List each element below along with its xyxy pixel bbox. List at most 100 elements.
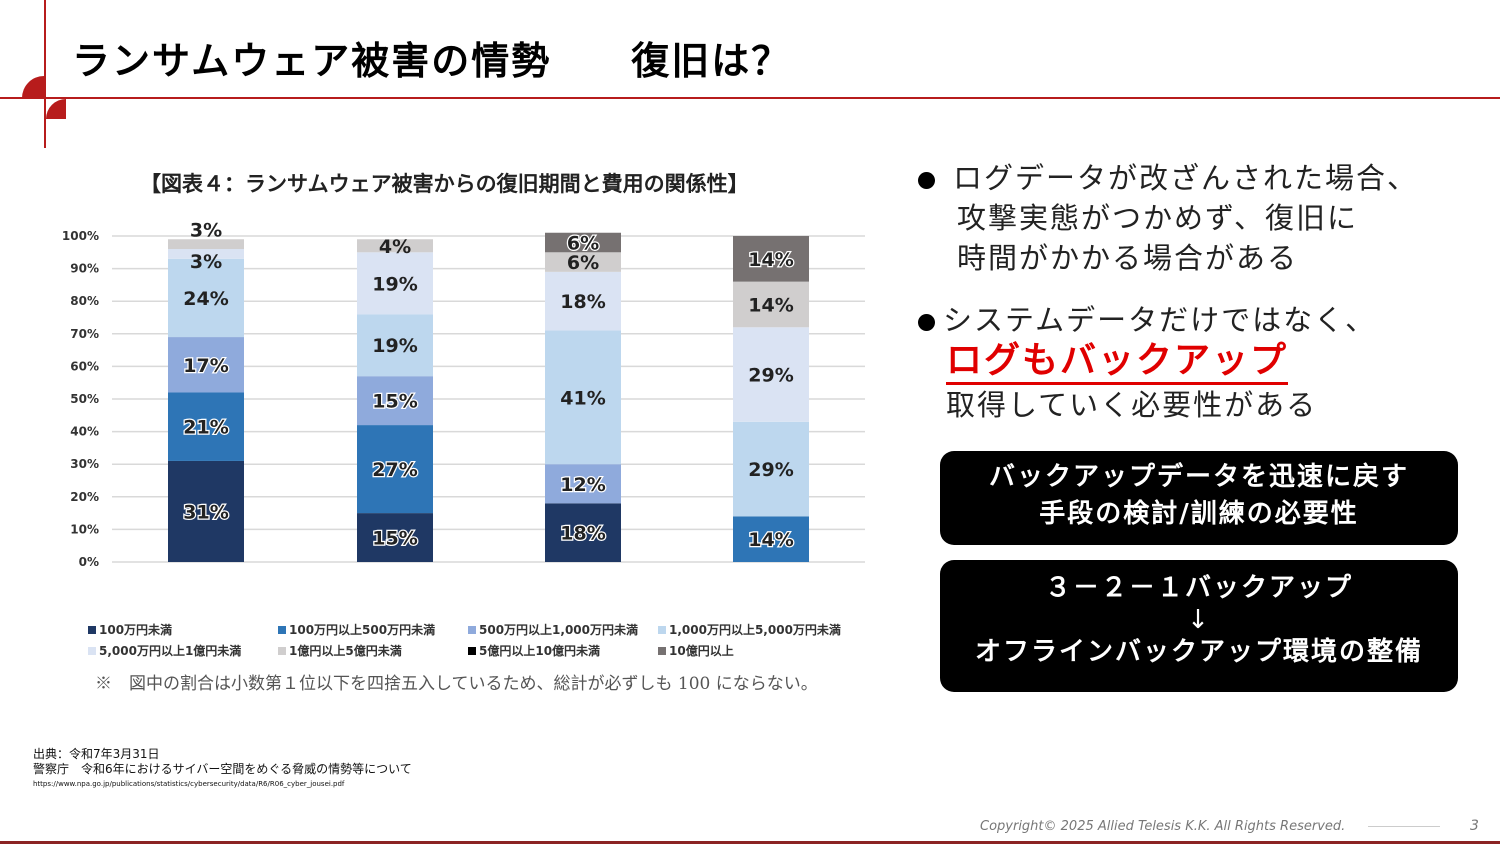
y-tick-label: 30%: [70, 457, 99, 471]
bar-segment: [545, 232, 621, 253]
data-label: 19%: [372, 335, 417, 357]
data-label: 4%: [379, 236, 411, 258]
data-label: 14%: [748, 249, 793, 271]
legend-label: 100万円以上500万円未満: [289, 623, 436, 637]
callout-text: ３－２－１バックアップ: [1044, 573, 1353, 603]
callout-box-backup-restore: バックアップデータを迅速に戻す 手段の検討/訓練の必要性: [940, 451, 1458, 545]
legend-item: 10億円以上: [658, 642, 734, 659]
data-label: 12%: [560, 474, 605, 496]
bar-segment: [545, 271, 621, 331]
legend-item: 5,000万円以上1億円未満: [88, 642, 241, 659]
legend-item: 1,000万円以上5,000万円未満: [658, 621, 841, 638]
bar-segment: [357, 314, 433, 377]
legend-swatch: [658, 625, 666, 634]
callout-box-321-backup: ３－２－１バックアップ ↓ オフラインバックアップ環境の整備: [940, 560, 1458, 692]
bar-segment: [357, 513, 433, 562]
data-label: 21%: [183, 417, 228, 439]
legend-label: 100万円未満: [99, 623, 173, 637]
legend-label: 5億円以上10億円未満: [479, 644, 601, 658]
bar-segment: [168, 239, 244, 250]
slide-title: ランサムウェア被害の情勢 復旧は？: [72, 39, 792, 83]
legend-swatch: [658, 646, 666, 655]
data-label: 3%: [190, 251, 222, 273]
bullet-dot-icon: [918, 171, 935, 189]
y-tick-label: 100%: [62, 229, 99, 243]
bar-segment: [357, 425, 433, 514]
data-label: 17%: [183, 355, 228, 377]
legend-item: 100万円以上500万円未満: [278, 621, 435, 638]
y-tick-label: 50%: [70, 392, 99, 406]
legend-swatch: [88, 625, 96, 634]
header-divider: [0, 97, 1500, 99]
bar-segment: [545, 503, 621, 562]
legend-swatch: [278, 625, 286, 634]
legend-item: 500万円以上1,000万円未満: [468, 621, 638, 638]
callout-text: バックアップデータを迅速に戻す: [988, 462, 1409, 492]
legend-item: 1億円以上5億円未満: [278, 642, 402, 659]
legend-label: 5,000万円以上1億円未満: [99, 644, 242, 658]
legend-label: 10億円以上: [669, 644, 734, 658]
footer-divider: [1368, 826, 1440, 827]
legend-label: 1億円以上5億円未満: [289, 644, 402, 658]
y-tick-label: 70%: [70, 327, 99, 341]
arrow-down-icon: ↓: [1187, 605, 1211, 635]
data-label: 15%: [372, 391, 417, 413]
data-label: 14%: [748, 294, 793, 316]
bullet-1: ログデータが改ざんされた場合、 攻撃実態がつかめず、復旧に 時間がかかる場合があ…: [918, 158, 1418, 278]
bullet-text: 攻撃実態がつかめず、復旧に: [957, 201, 1358, 235]
data-label: 6%: [567, 252, 599, 274]
source-citation: 出典：令和7年3月31日 警察庁 令和6年におけるサイバー空間をめぐる脅威の情勢…: [33, 747, 412, 792]
bar-segment: [357, 252, 433, 315]
corner-accent: [46, 99, 66, 119]
legend-swatch: [278, 646, 286, 655]
y-tick-label: 90%: [70, 262, 99, 276]
chart-note: ※ 図中の割合は小数第１位以下を四捨五入しているため、総計が必ずしも 100 に…: [95, 674, 818, 694]
data-label: 29%: [748, 365, 793, 387]
y-tick-label: 20%: [70, 490, 99, 504]
data-label: 15%: [372, 528, 417, 550]
y-tick-label: 40%: [70, 425, 99, 439]
header-vertical-accent: [44, 0, 46, 148]
bullet-text: 時間がかかる場合がある: [957, 241, 1299, 275]
data-label: 24%: [183, 288, 228, 310]
source-url[interactable]: https://www.npa.go.jp/publications/stati…: [33, 780, 345, 788]
chart-title: 【図表４：ランサムウェア被害からの復旧期間と費用の関係性】: [140, 172, 749, 196]
data-label: 6%: [567, 233, 599, 255]
bar-segment: [357, 239, 433, 253]
bullet-2: システムデータだけではなく、 ログもバックアップ 取得していく必要性がある: [918, 300, 1376, 425]
legend-item: 5億円以上10億円未満: [468, 642, 600, 659]
bar-segment: [168, 337, 244, 393]
bullet-dot-icon: [918, 313, 935, 331]
y-tick-label: 10%: [70, 522, 99, 536]
bar-segment: [168, 249, 244, 259]
highlight-text: ログもバックアップ: [946, 340, 1289, 385]
legend-item: 100万円未満: [88, 621, 172, 638]
data-label: 41%: [560, 387, 605, 409]
data-label: 18%: [560, 291, 605, 313]
data-label: 14%: [748, 529, 793, 551]
legend-swatch: [468, 625, 476, 634]
bullet-text: システムデータだけではなく、: [943, 303, 1377, 337]
bar-segment: [733, 236, 809, 282]
data-label: 29%: [748, 459, 793, 481]
y-tick-label: 60%: [70, 359, 99, 373]
legend-label: 1,000万円以上5,000万円未満: [669, 623, 841, 637]
footer-border: [0, 841, 1500, 844]
data-label: 27%: [372, 459, 417, 481]
bar-segment: [357, 376, 433, 426]
data-label: 31%: [183, 501, 228, 523]
bar-segment: [733, 327, 809, 422]
bar-segment: [545, 330, 621, 465]
callout-text: 手段の検討/訓練の必要性: [1039, 499, 1359, 529]
bar-segment: [733, 281, 809, 328]
source-date: 出典：令和7年3月31日: [33, 747, 160, 761]
page-number: 3: [1470, 818, 1479, 834]
y-tick-label: 80%: [70, 294, 99, 308]
bullet-text: 取得していく必要性がある: [946, 388, 1318, 422]
legend-swatch: [468, 646, 476, 655]
data-label: 3%: [190, 219, 222, 241]
callout-text: オフラインバックアップ環境の整備: [974, 637, 1423, 667]
y-tick-label: 0%: [79, 555, 99, 569]
bar-segment: [545, 464, 621, 504]
copyright: Copyright© 2025 Allied Telesis K.K. All …: [980, 819, 1346, 834]
